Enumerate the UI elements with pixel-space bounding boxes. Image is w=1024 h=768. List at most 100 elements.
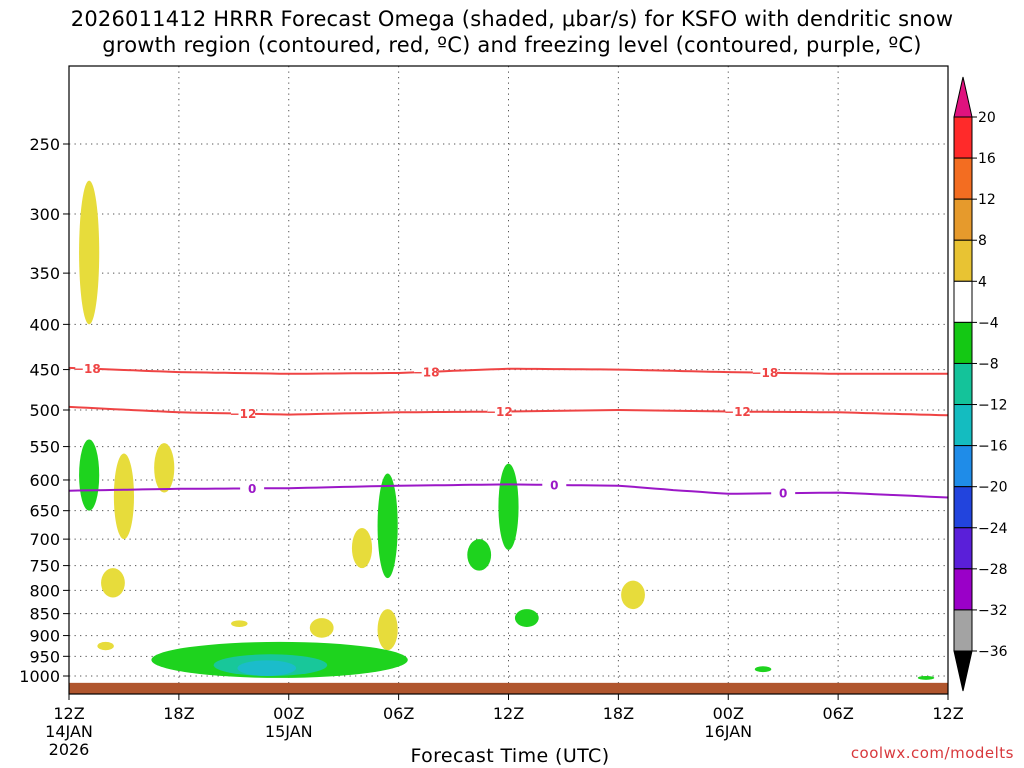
colorbar-label-8: −16: [978, 439, 1008, 455]
contour-label-2-0: 0: [248, 482, 256, 496]
axis-layer: 250 300 350 400 450 500 550 600 650 700 750 800 850 9…: [19, 65, 964, 759]
y-tick-label: 450: [29, 361, 60, 380]
contour-label-1-1: −12: [486, 405, 513, 419]
x-tick-label: 12Z: [932, 704, 963, 723]
contour-label-bg: [542, 477, 567, 492]
contour-label-bg: [230, 406, 255, 421]
y-tick-label: 250: [29, 135, 60, 154]
y-tick-label: 400: [29, 315, 60, 334]
colorbar-swatch-6: [953, 362, 973, 406]
colorbar-swatch-0: [953, 116, 973, 159]
contour-label-1-0: −12: [230, 407, 257, 421]
x-tick-label: 18Z: [163, 704, 194, 723]
y-tick-label: 950: [29, 647, 60, 666]
y-tick-label: 300: [29, 205, 60, 224]
contour-label-2-2: 0: [779, 487, 787, 501]
omega-region-18: [754, 666, 772, 673]
omega-region-5: [97, 641, 114, 651]
contour-label-bg: [771, 486, 796, 501]
contour-label-2-1: 0: [550, 478, 558, 492]
y-tick-label: 500: [29, 401, 60, 420]
contour-label-0-1: −18: [413, 365, 440, 379]
x-tick-label: 00Z: [273, 704, 304, 723]
contour-layer: −18 −18 −18 −12 −12 −12 0 0 0: [69, 361, 948, 501]
contour-label-0-0: −18: [74, 362, 101, 376]
omega-region-17: [621, 580, 645, 610]
x-tick-label: 18Z: [603, 704, 634, 723]
ground-terrain: [69, 682, 948, 694]
grid-layer: [69, 66, 948, 694]
colorbar-swatch-2: [953, 198, 973, 241]
x-tick-date: 15JAN: [265, 722, 313, 741]
x-tick-date: 14JAN: [45, 722, 93, 741]
colorbar-label-10: −24: [978, 521, 1008, 537]
y-tick-label: 600: [29, 471, 60, 490]
y-tick-label: 550: [29, 438, 60, 457]
omega-region-10: [309, 618, 334, 638]
contour-label-1-2: −12: [724, 405, 751, 419]
colorbar-swatch-10: [953, 527, 973, 570]
contour-label-0-2: −18: [751, 366, 778, 380]
omega-region-4: [101, 568, 125, 598]
colorbar-label-6: −8: [978, 356, 999, 372]
contour-line-0: [69, 366, 948, 375]
x-tick-label: 12Z: [53, 704, 84, 723]
x-tick-year: 2026: [49, 740, 90, 759]
omega-region-16: [514, 609, 539, 627]
omega-region-3: [154, 443, 175, 493]
colorbar-label-0: 20: [978, 110, 996, 126]
colorbar-swatch-7: [953, 404, 973, 447]
colorbar-swatch-12: [953, 609, 973, 652]
omega-region-15: [498, 463, 519, 550]
omega-region-9: [377, 609, 398, 651]
colorbar-label-2: 12: [978, 192, 996, 208]
omega-region-1: [79, 439, 100, 511]
colorbar-swatch-9: [953, 486, 973, 529]
y-tick-label: 750: [29, 557, 60, 576]
colorbar-label-4: 4: [978, 274, 987, 290]
x-tick-label: 06Z: [383, 704, 414, 723]
colorbar-swatch-1: [953, 157, 973, 200]
contour-label-bg: [240, 481, 265, 496]
omega-region-14: [467, 539, 492, 571]
omega-region-19: [917, 676, 935, 680]
colorbar-label-11: −28: [978, 562, 1008, 578]
colorbar: 20 16 12 8 4 −4 −8 −12 −16 −20 −24 −28 −32 −36: [953, 76, 1008, 692]
colorbar-label-1: 16: [978, 151, 996, 167]
omega-region-6: [231, 620, 248, 627]
contour-label-bg: [487, 404, 512, 419]
omega-region-13: [237, 660, 297, 676]
colorbar-swatch-4: [953, 280, 973, 323]
omega-region-8: [377, 473, 398, 579]
omega-region-7: [351, 527, 373, 569]
x-axis-title: Forecast Time (UTC): [410, 745, 610, 767]
colorbar-swatch-8: [953, 445, 973, 488]
y-tick-label: 850: [29, 605, 60, 624]
y-tick-label: 350: [29, 264, 60, 283]
omega-region-2: [113, 453, 135, 540]
omega-region-0: [79, 180, 100, 325]
y-tick-label: 650: [29, 502, 60, 521]
y-tick-label: 700: [29, 530, 60, 549]
x-tick-label: 00Z: [713, 704, 744, 723]
colorbar-swatch-5: [953, 321, 973, 364]
colorbar-label-7: −12: [978, 398, 1008, 414]
site-credit: coolwx.com/modelts: [850, 744, 1014, 762]
y-tick-label: 800: [29, 581, 60, 600]
omega-shaded-layer: [69, 180, 948, 694]
contour-label-bg: [75, 361, 100, 376]
y-tick-label: 1000: [19, 667, 60, 686]
chart-title-line-1: 2026011412 HRRR Forecast Omega (shaded, …: [70, 7, 954, 31]
chart-title: 2026011412 HRRR Forecast Omega (shaded, …: [0, 6, 1024, 58]
x-tick-label: 12Z: [493, 704, 524, 723]
y-tick-label: 900: [29, 627, 60, 646]
contour-label-bg: [752, 365, 777, 380]
colorbar-swatch-11: [953, 568, 973, 611]
colorbar-swatch-3: [953, 239, 973, 282]
contour-label-bg: [725, 404, 750, 419]
contour-label-bg: [414, 364, 439, 379]
colorbar-label-9: −20: [978, 480, 1008, 496]
colorbar-bottom-arrow: [953, 650, 973, 692]
x-tick-label: 06Z: [822, 704, 853, 723]
